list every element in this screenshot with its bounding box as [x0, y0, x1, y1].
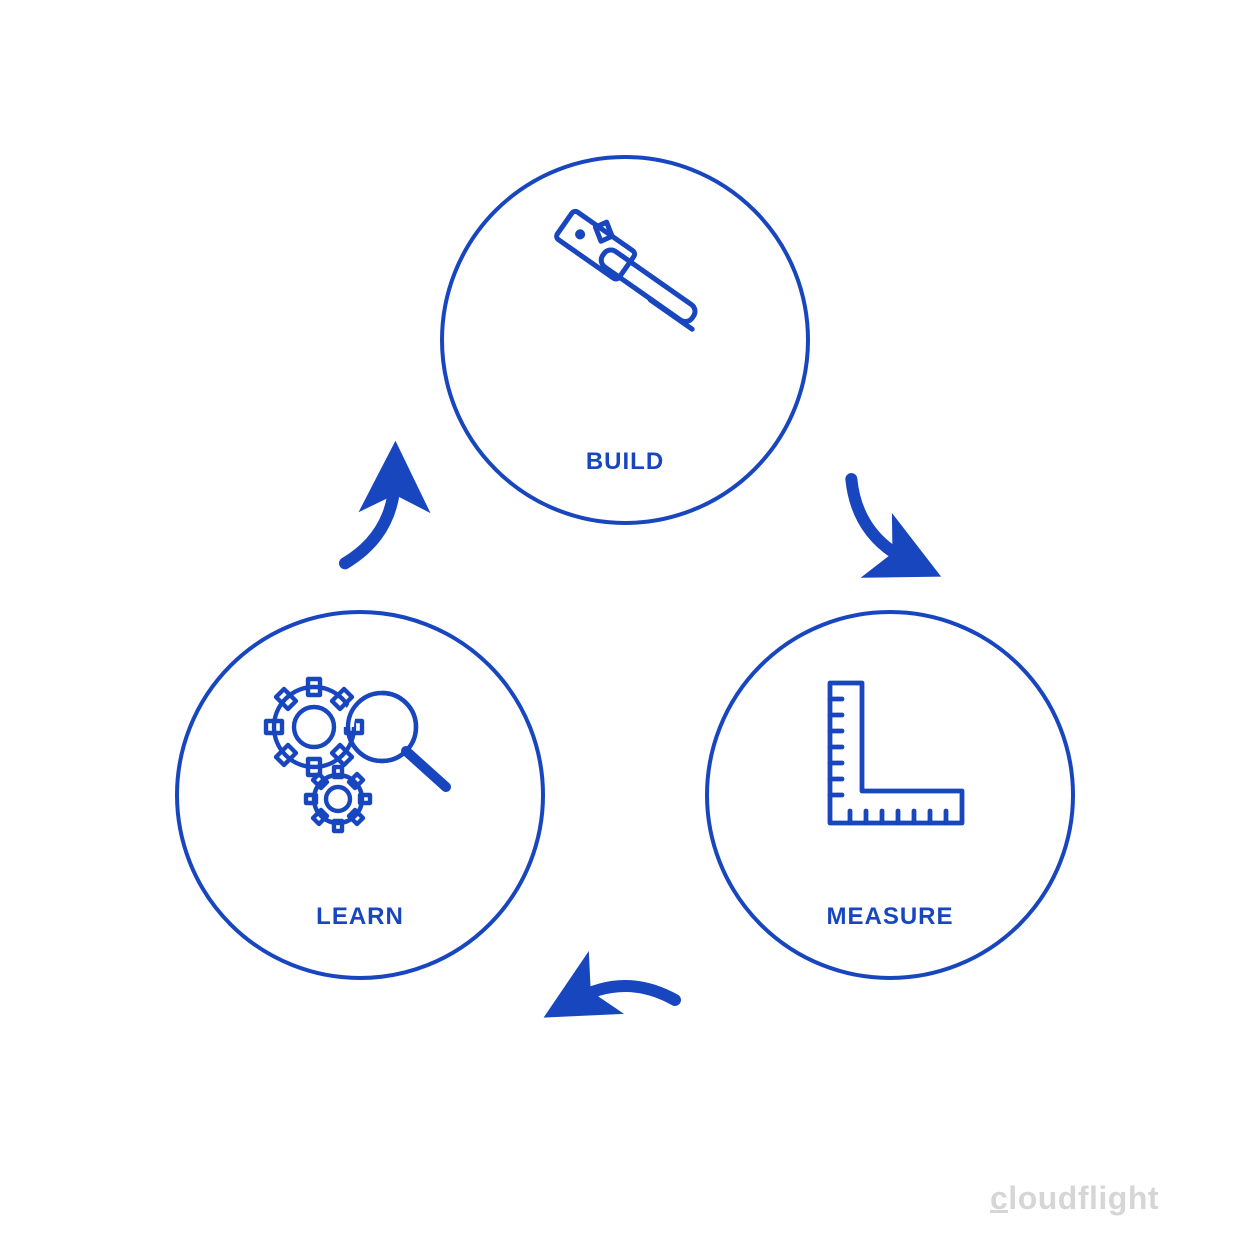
watermark-post: loudflight [1008, 1180, 1159, 1216]
node-measure-label: MEASURE [826, 903, 953, 931]
node-learn: LEARN [175, 610, 545, 980]
diagram-canvas: BUILD [0, 0, 1250, 1250]
watermark-logo: cloudflight [990, 1180, 1159, 1217]
watermark-pre: c [990, 1180, 1008, 1216]
node-build: BUILD [440, 155, 810, 525]
node-learn-label: LEARN [316, 903, 404, 931]
node-measure: MEASURE [705, 610, 1075, 980]
gears-magnifier-icon [179, 614, 541, 903]
hammer-icon [444, 159, 806, 448]
ruler-icon [709, 614, 1071, 903]
node-build-label: BUILD [586, 448, 664, 476]
